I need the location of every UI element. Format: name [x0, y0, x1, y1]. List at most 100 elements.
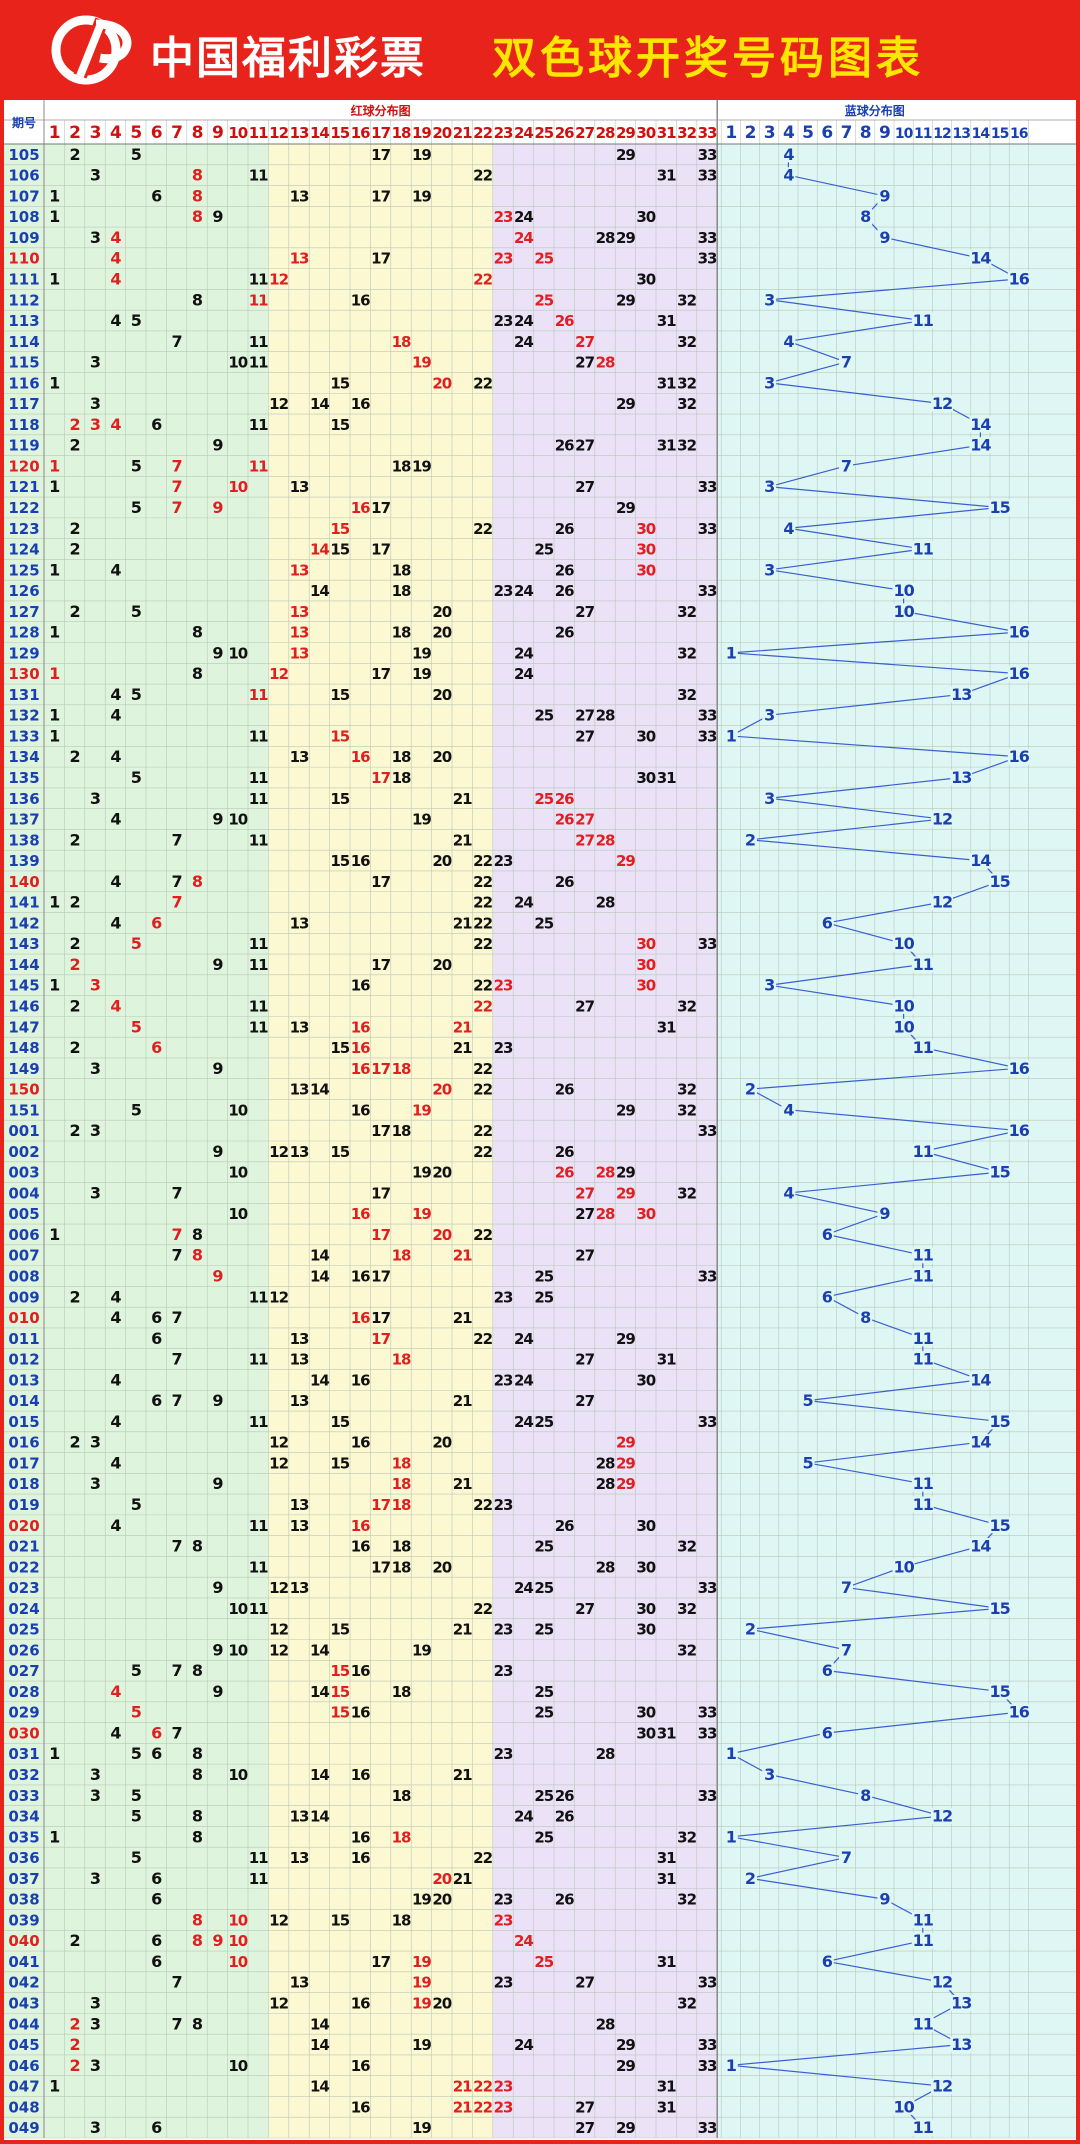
- red-ball-number: 31: [657, 1953, 676, 1971]
- blue-ball-number: 13: [951, 685, 971, 704]
- red-ball-number: 28: [596, 1205, 615, 1223]
- red-ball-number: 29: [616, 852, 635, 870]
- red-ball-number: 3: [90, 2118, 100, 2137]
- red-ball-number: 16: [351, 499, 370, 517]
- red-ball-number: 22: [473, 1122, 492, 1140]
- period-label: 013: [8, 1371, 39, 1389]
- red-ball-number: 14: [310, 1808, 329, 1826]
- blue-ball-backdrop: [969, 1371, 992, 1388]
- red-ball-number: 16: [351, 2098, 370, 2116]
- red-ball-number: 21: [453, 1392, 472, 1410]
- red-ball-number: 19: [412, 665, 431, 683]
- red-ball-number: 11: [249, 1558, 268, 1576]
- red-ball-number: 22: [473, 271, 492, 289]
- red-ball-number: 7: [172, 1391, 182, 1410]
- blue-ball-backdrop: [723, 1745, 738, 1762]
- red-ball-number: 2: [70, 2056, 80, 2075]
- period-label: 142: [8, 914, 39, 932]
- red-ball-number: 31: [657, 312, 676, 330]
- period-label: 009: [8, 1288, 39, 1306]
- blue-ball-number: 11: [913, 1350, 934, 1369]
- blue-ball-backdrop: [762, 291, 777, 308]
- blue-ball-backdrop: [781, 520, 796, 537]
- red-ball-number: 11: [249, 935, 268, 953]
- blue-ball-number: 3: [764, 290, 774, 309]
- red-ball-number: 17: [371, 1226, 390, 1244]
- red-ball-number: 18: [392, 1911, 411, 1929]
- blue-ball-backdrop: [892, 1018, 915, 1035]
- red-ball-number: 30: [636, 271, 655, 289]
- red-ball-number: 33: [698, 146, 717, 164]
- blue-ball-number: 7: [841, 1578, 851, 1597]
- red-ball-number: 21: [453, 914, 472, 932]
- red-ball-number: 24: [514, 312, 533, 330]
- blue-ball-backdrop: [781, 1184, 796, 1201]
- red-ball-number: 28: [596, 1454, 615, 1472]
- blue-ball-backdrop: [781, 167, 796, 184]
- period-label: 034: [8, 1808, 39, 1826]
- red-ball-number: 25: [534, 1787, 553, 1805]
- period-label: 133: [8, 727, 39, 745]
- red-ball-number: 33: [698, 1704, 717, 1722]
- red-ball-number: 15: [330, 1039, 349, 1057]
- red-ball-number: 4: [110, 996, 121, 1015]
- draw-distribution-table: 期号 红球分布图 蓝球分布图 1 2 3 4 5 6 7 8 9 10 11 12 13 14 15 16 17 18 1…: [4, 100, 1076, 2140]
- red-ball-number: 9: [212, 1059, 223, 1078]
- period-label: 138: [8, 831, 39, 849]
- red-ball-number: 7: [172, 1661, 182, 1680]
- red-ball-number: 25: [534, 1288, 553, 1306]
- red-ball-number: 4: [110, 1287, 121, 1306]
- blue-ball-backdrop: [1007, 1122, 1030, 1139]
- blue-ball-backdrop: [892, 2098, 915, 2115]
- red-ball-number: 24: [514, 894, 533, 912]
- red-ball-number: 22: [473, 2098, 492, 2116]
- red-ball-number: 16: [351, 1434, 370, 1452]
- period-label: 005: [8, 1205, 39, 1223]
- blue-ball-backdrop: [911, 1039, 934, 1056]
- red-ball-number: 16: [351, 1039, 370, 1057]
- period-label: 148: [8, 1039, 39, 1057]
- red-column-header: 33: [698, 124, 717, 142]
- red-ball-number: 2: [70, 893, 80, 912]
- blue-ball-backdrop: [931, 811, 953, 828]
- red-ball-number: 13: [290, 914, 309, 932]
- red-ball-number: 11: [249, 416, 268, 434]
- red-ball-number: 4: [110, 1453, 121, 1472]
- red-ball-number: 33: [698, 1268, 717, 1286]
- period-label: 141: [8, 894, 39, 912]
- red-ball-number: 16: [351, 1371, 370, 1389]
- red-ball-number: 31: [657, 374, 676, 392]
- blue-ball-number: 12: [932, 893, 952, 912]
- red-ball-number: 7: [172, 456, 182, 475]
- red-ball-number: 9: [212, 1474, 223, 1493]
- red-ball-number: 24: [514, 1413, 533, 1431]
- red-ball-number: 29: [616, 2057, 635, 2075]
- red-column-header: 1: [49, 123, 60, 143]
- blue-ball-backdrop: [1007, 665, 1030, 682]
- red-ball-number: 9: [212, 643, 223, 662]
- blue-ball-backdrop: [911, 1268, 934, 1285]
- red-ball-number: 18: [392, 1496, 411, 1514]
- blue-ball-number: 3: [764, 706, 774, 725]
- red-ball-number: 5: [131, 1661, 142, 1680]
- red-ball-number: 26: [555, 811, 574, 829]
- red-ball-number: 29: [616, 1454, 635, 1472]
- red-ball-number: 14: [310, 582, 329, 600]
- red-ball-number: 16: [351, 1517, 370, 1535]
- red-ball-number: 24: [514, 665, 533, 683]
- period-label: 006: [8, 1226, 39, 1244]
- red-ball-number: 22: [473, 374, 492, 392]
- red-ball-number: 18: [392, 457, 411, 475]
- red-ball-number: 4: [110, 311, 121, 330]
- red-ball-number: 6: [151, 2118, 162, 2137]
- red-ball-number: 32: [677, 1994, 696, 2012]
- red-ball-number: 30: [636, 727, 655, 745]
- red-section-label: 红球分布图: [351, 103, 411, 118]
- blue-ball-backdrop: [781, 333, 796, 350]
- red-ball-number: 2: [70, 830, 80, 849]
- red-ball-number: 24: [514, 1932, 533, 1950]
- blue-ball-backdrop: [892, 997, 915, 1014]
- red-ball-number: 5: [131, 311, 142, 330]
- red-ball-number: 31: [657, 1018, 676, 1036]
- red-ball-number: 11: [249, 457, 268, 475]
